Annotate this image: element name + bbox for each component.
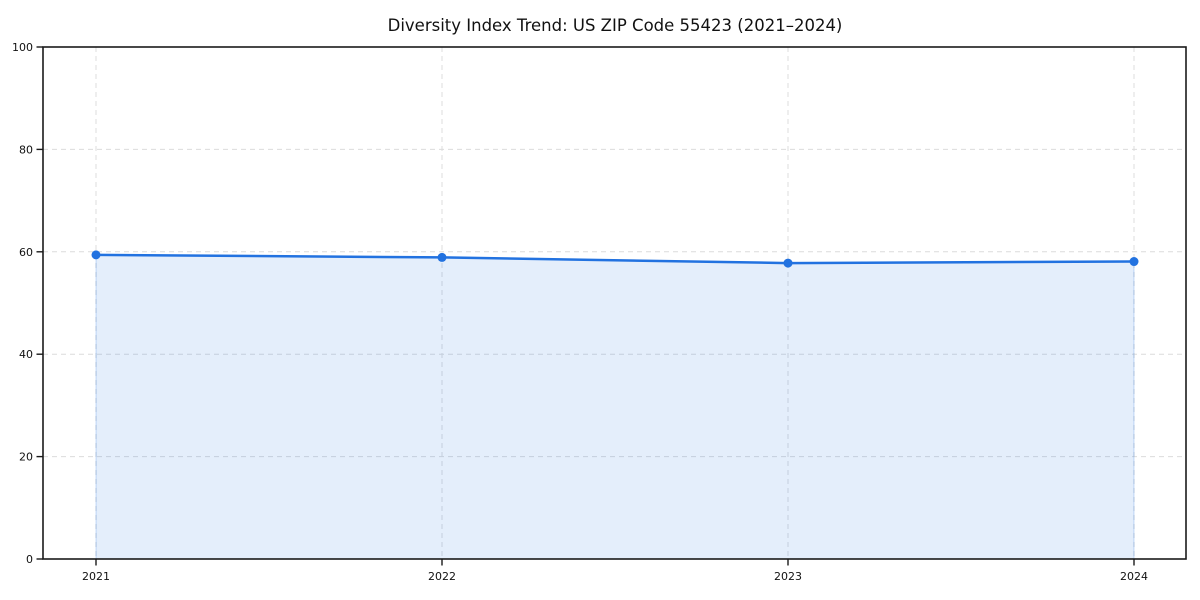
data-point-marker bbox=[437, 252, 447, 262]
y-axis-tick-label: 80 bbox=[19, 143, 33, 156]
x-axis-tick-label: 2021 bbox=[82, 570, 110, 583]
y-axis-tick-label: 100 bbox=[12, 41, 33, 54]
y-axis-tick-label: 20 bbox=[19, 451, 33, 464]
data-point-marker bbox=[91, 250, 101, 260]
y-axis-tick-label: 0 bbox=[26, 553, 33, 566]
trend-line bbox=[94, 253, 1136, 265]
area-fill bbox=[95, 254, 1135, 560]
x-axis-tick-label: 2023 bbox=[774, 570, 802, 583]
gridlines-layer bbox=[43, 46, 1186, 559]
y-axis-tick-label: 40 bbox=[19, 348, 33, 361]
chart-title: Diversity Index Trend: US ZIP Code 55423… bbox=[388, 16, 843, 35]
data-point-marker bbox=[783, 258, 793, 268]
x-axis-tick-label: 2024 bbox=[1120, 570, 1148, 583]
series-layer bbox=[91, 250, 1139, 560]
x-axis-tick-label: 2022 bbox=[428, 570, 456, 583]
y-axis-tick-label: 60 bbox=[19, 246, 33, 259]
data-point-marker bbox=[1129, 257, 1139, 267]
plot-border bbox=[42, 46, 1187, 560]
axes-layer: 0 20 40 60 80 100 2021 2022 2023 2024 bbox=[12, 41, 1187, 583]
